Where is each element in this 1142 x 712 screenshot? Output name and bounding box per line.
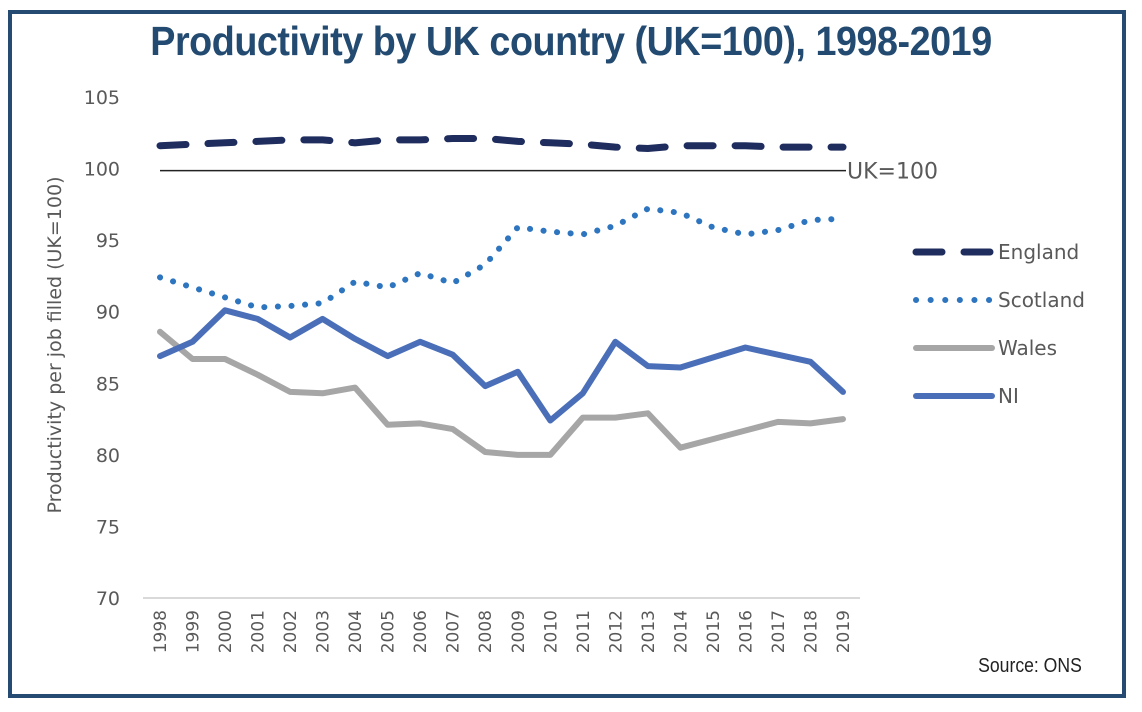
x-tick-label: 2004 xyxy=(346,610,366,653)
x-axis-ticks: 1998 1999 2000 2001 2002 2003 2004 2005 2006 2007… xyxy=(151,610,854,653)
series-line-ni xyxy=(157,307,846,424)
x-tick-label: 2018 xyxy=(801,610,821,653)
chart-title: Productivity by UK country (UK=100), 199… xyxy=(150,18,992,64)
x-tick-label: 2006 xyxy=(411,610,431,653)
legend: England Scotland Wales NI xyxy=(912,240,1085,408)
y-tick-label: 80 xyxy=(96,445,120,467)
legend-label-ni: NI xyxy=(998,384,1019,408)
legend-label-england: England xyxy=(998,240,1079,264)
reference-line-label: UK=100 xyxy=(847,160,938,185)
x-tick-label: 2011 xyxy=(574,610,594,653)
legend-label-wales: Wales xyxy=(998,336,1057,360)
x-tick-label: 2003 xyxy=(314,610,334,653)
y-tick-label: 95 xyxy=(96,230,120,252)
x-tick-label: 2002 xyxy=(281,610,301,653)
y-tick-label: 70 xyxy=(96,588,120,610)
x-tick-label: 2005 xyxy=(379,610,399,653)
series-line-wales xyxy=(157,328,846,458)
x-tick-label: 2013 xyxy=(639,610,659,653)
x-tick-label: 2010 xyxy=(541,610,561,653)
x-tick-label: 1998 xyxy=(151,610,171,653)
x-tick-label: 2000 xyxy=(216,610,236,653)
y-axis-ticks: 70 75 80 85 90 95 100 105 xyxy=(84,87,120,610)
series-line-england xyxy=(156,135,847,153)
source-note: Source: ONS xyxy=(978,655,1082,677)
x-tick-label: 2015 xyxy=(704,610,724,653)
x-tick-label: 2017 xyxy=(769,610,789,653)
y-axis-label: Productivity per job filled (UK=100) xyxy=(44,177,66,514)
y-tick-label: 75 xyxy=(96,516,120,538)
x-tick-label: 2014 xyxy=(671,610,691,653)
y-tick-label: 100 xyxy=(84,159,120,181)
series-layer xyxy=(156,135,847,458)
x-tick-label: 2007 xyxy=(444,610,464,653)
x-tick-label: 2016 xyxy=(736,610,756,653)
x-tick-label: 2009 xyxy=(509,610,529,653)
x-tick-label: 2001 xyxy=(249,610,269,653)
y-tick-label: 90 xyxy=(96,302,120,324)
y-tick-label: 105 xyxy=(84,87,120,109)
series-line-scotland xyxy=(157,205,846,311)
x-tick-label: 1999 xyxy=(184,610,204,653)
chart-frame xyxy=(8,10,1126,698)
legend-label-scotland: Scotland xyxy=(998,288,1085,312)
y-tick-label: 85 xyxy=(96,373,120,395)
x-tick-label: 2008 xyxy=(476,610,496,653)
x-tick-label: 2019 xyxy=(834,610,854,653)
x-tick-label: 2012 xyxy=(606,610,626,653)
